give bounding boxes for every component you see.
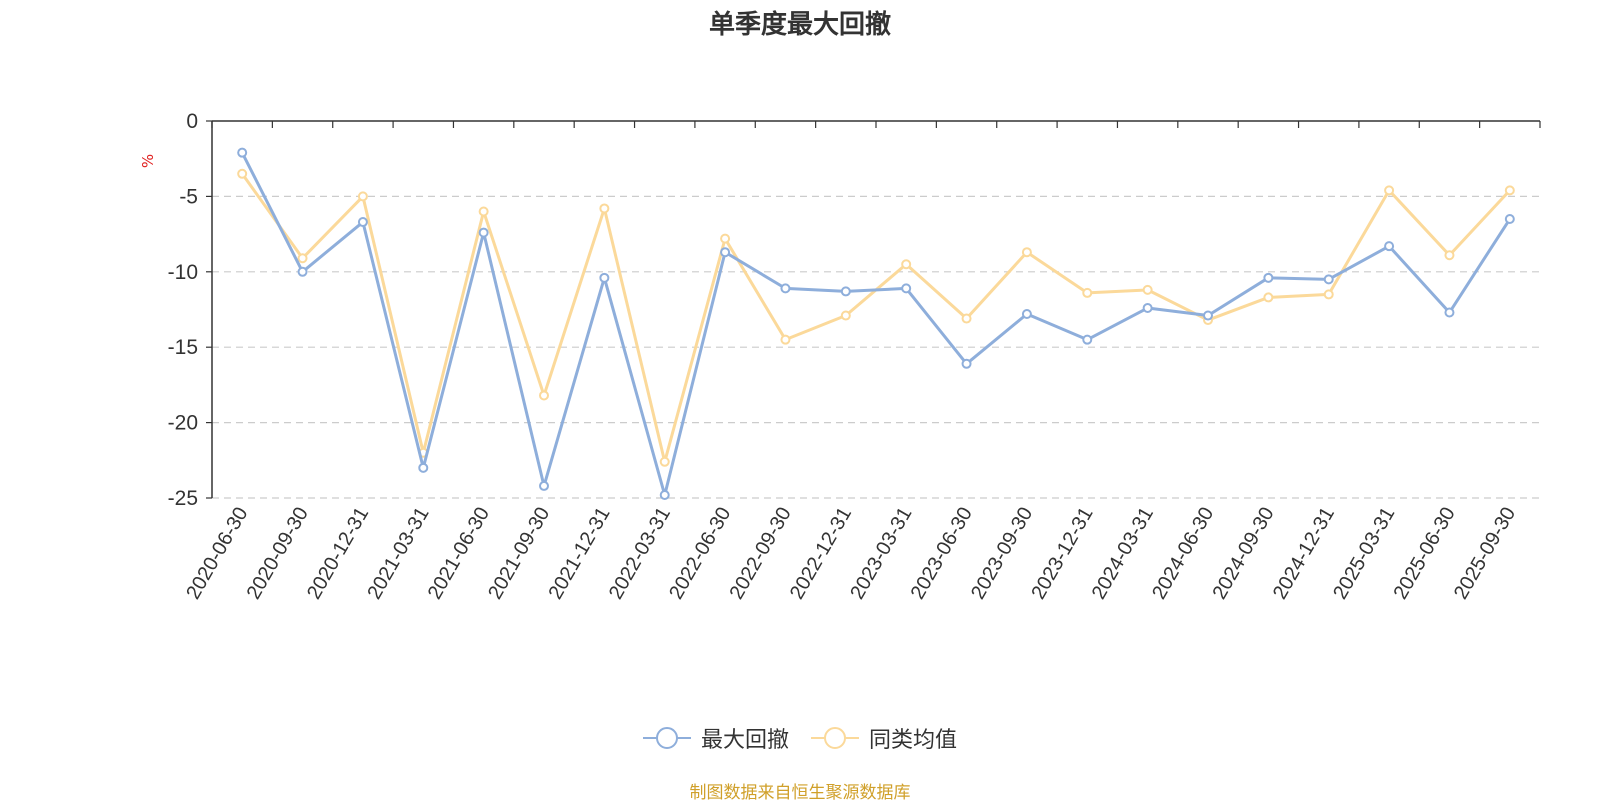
data-point-peer-average	[1444, 250, 1455, 261]
data-point-peer-average	[539, 390, 549, 401]
x-tick-label: 2021-09-30	[484, 504, 554, 604]
data-point-drawdown	[357, 217, 368, 228]
legend-label: 最大回撤	[700, 728, 789, 753]
x-tick-label: 2024-12-31	[1269, 504, 1339, 604]
x-tick-label: 2022-03-31	[605, 504, 675, 604]
data-point-drawdown	[1021, 309, 1032, 320]
data-source-note: 制图数据来自恒生聚源数据库	[689, 783, 911, 803]
data-point-peer-average	[357, 191, 368, 202]
x-tick-label: 2025-06-30	[1390, 504, 1460, 604]
data-point-drawdown	[478, 227, 489, 238]
data-point-peer-average	[1384, 185, 1395, 196]
x-tick-label: 2021-06-30	[424, 504, 494, 604]
y-tick-label: -5	[179, 185, 198, 208]
data-point-peer-average	[478, 206, 489, 217]
data-point-drawdown	[961, 358, 972, 369]
data-point-drawdown	[840, 286, 851, 297]
x-tick-label: 2024-06-30	[1148, 504, 1218, 604]
data-point-drawdown	[1384, 241, 1395, 252]
y-tick-label: -15	[168, 336, 198, 359]
data-point-drawdown	[418, 462, 429, 473]
data-point-peer-average	[237, 168, 248, 179]
data-point-peer-average	[961, 313, 972, 324]
data-point-peer-average	[1323, 289, 1334, 300]
data-point-drawdown	[1323, 274, 1334, 285]
series-line-peer-average	[240, 172, 1511, 464]
y-tick-label: -10	[168, 261, 198, 284]
legend-item-peer-average[interactable]: 同类均值	[811, 722, 957, 754]
data-point-peer-average	[720, 233, 731, 244]
data-point-drawdown	[901, 283, 912, 294]
data-point-drawdown	[659, 489, 670, 500]
data-point-drawdown	[539, 480, 549, 491]
y-tick-label: -25	[168, 487, 198, 510]
data-point-drawdown	[1504, 214, 1515, 225]
x-tick-label: 2020-09-30	[243, 504, 313, 604]
data-point-drawdown	[297, 266, 308, 277]
legend: 最大回撤 同类均值	[0, 722, 1600, 754]
x-tick-label: 2023-06-30	[907, 503, 977, 603]
data-point-peer-average	[1504, 185, 1515, 196]
legend-marker-peer-average	[811, 726, 859, 750]
data-point-drawdown	[780, 283, 791, 294]
y-tick-label: -20	[168, 412, 198, 435]
data-point-peer-average	[599, 203, 610, 214]
x-tick-label: 2025-03-31	[1329, 504, 1399, 604]
data-point-peer-average	[901, 259, 912, 270]
data-point-drawdown	[720, 247, 731, 258]
data-point-drawdown	[1203, 310, 1213, 321]
legend-item-drawdown[interactable]: 最大回撤	[642, 722, 789, 754]
x-tick-label: 2021-03-31	[363, 503, 433, 603]
data-point-drawdown	[1263, 272, 1274, 283]
x-tick-label: 2021-12-31	[544, 504, 614, 604]
data-point-drawdown	[1444, 307, 1455, 318]
x-tick-label: 2020-06-30	[182, 504, 252, 604]
x-tick-label: 2025-09-30	[1450, 504, 1520, 604]
data-point-drawdown	[599, 272, 610, 283]
legend-marker-drawdown	[642, 726, 691, 750]
line-chart: 0 -5 -10 -15 -20 -252020-06-302020-09-302020-…	[168, 110, 1541, 604]
data-point-peer-average	[780, 334, 791, 345]
legend-label: 同类均值	[869, 728, 958, 753]
data-point-peer-average	[1142, 284, 1153, 295]
x-tick-label: 2024-03-31	[1088, 504, 1158, 604]
series-line-drawdown	[240, 151, 1512, 497]
data-point-peer-average	[1021, 247, 1032, 258]
data-point-drawdown	[237, 147, 248, 158]
data-point-peer-average	[1082, 287, 1093, 298]
x-tick-label: 2023-03-31	[846, 504, 916, 604]
data-point-peer-average	[297, 253, 308, 264]
x-tick-label: 2024-09-30	[1208, 504, 1278, 604]
chart-title: 单季度最大回撤	[708, 10, 891, 40]
y-tick-label: 0	[186, 110, 198, 133]
data-point-peer-average	[840, 310, 851, 321]
x-tick-label: 2023-12-31	[1027, 504, 1097, 604]
data-point-drawdown	[1142, 302, 1153, 313]
x-tick-label: 2023-09-30	[967, 504, 1037, 604]
x-tick-label: 2022-09-30	[726, 504, 796, 604]
x-tick-label: 2020-12-31	[303, 504, 373, 604]
data-point-peer-average	[1263, 292, 1274, 303]
data-point-peer-average	[659, 456, 670, 467]
x-tick-label: 2022-06-30	[665, 504, 735, 604]
x-tick-label: 2022-12-31	[786, 504, 856, 604]
data-point-drawdown	[1082, 334, 1093, 345]
